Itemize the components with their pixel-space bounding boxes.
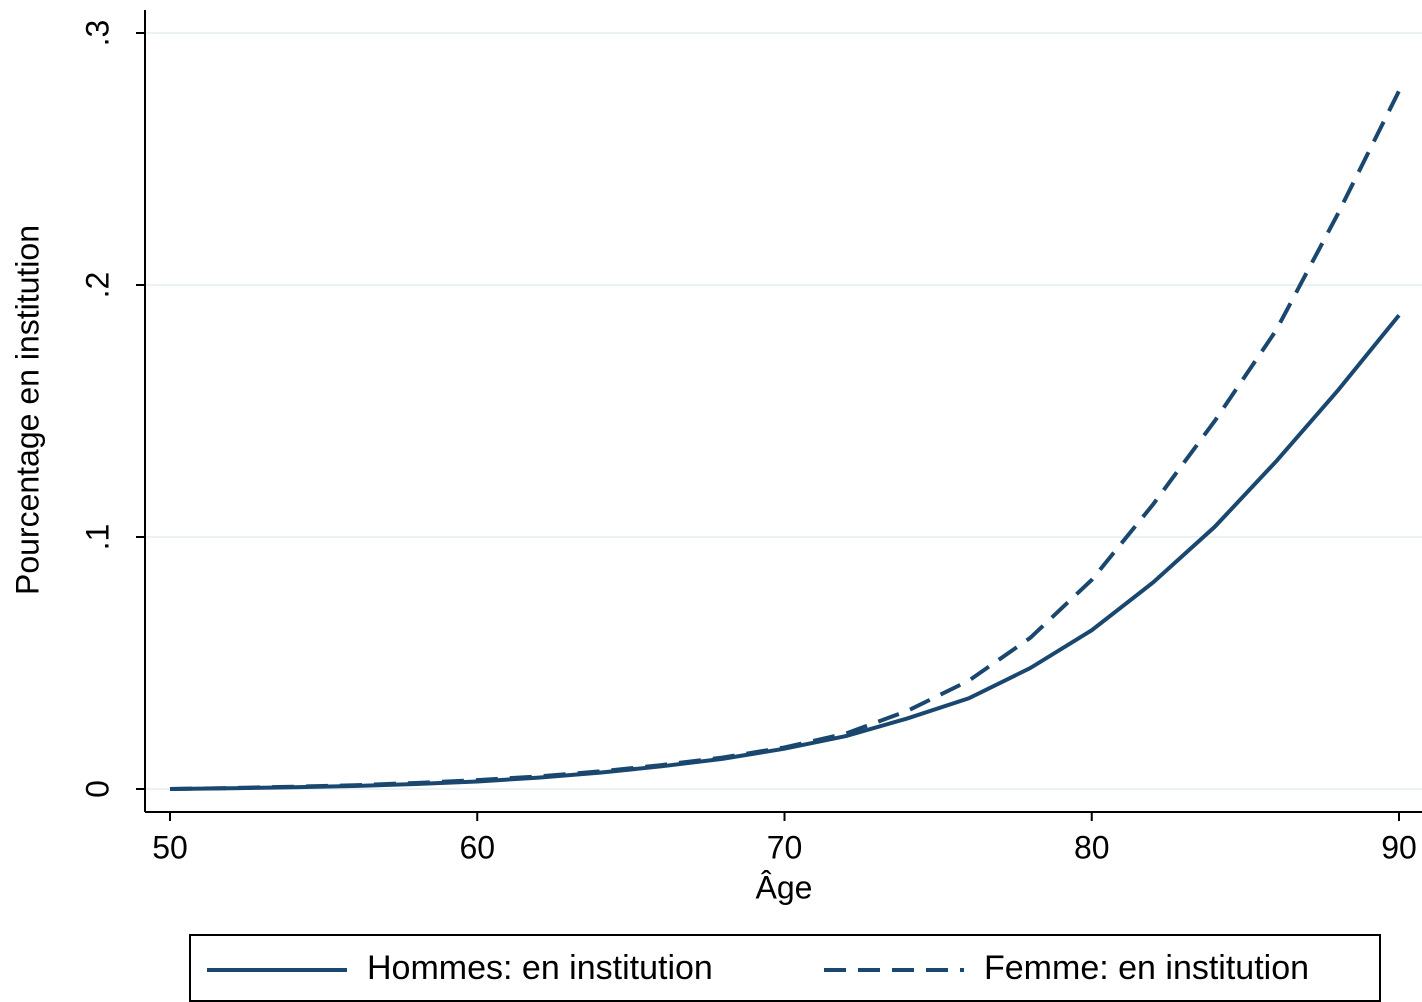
y-tick-label: 0 [79,780,115,798]
x-tick-label: 60 [459,829,495,865]
x-axis-title: Âge [756,869,813,905]
x-tick-label: 90 [1381,829,1417,865]
y-tick-label: .1 [79,524,115,551]
y-tick-label: .2 [79,272,115,299]
y-tick-label: .3 [79,20,115,47]
x-tick-label: 50 [152,829,188,865]
y-axis-title: Pourcentage en institution [9,225,45,595]
x-tick-label: 80 [1074,829,1110,865]
legend-label: Femme: en institution [984,949,1309,987]
x-tick-label: 70 [767,829,803,865]
data-line [169,90,1401,791]
data-line [169,313,1401,791]
legend-box [189,934,1381,1002]
legend-label: Hommes: en institution [367,949,713,987]
